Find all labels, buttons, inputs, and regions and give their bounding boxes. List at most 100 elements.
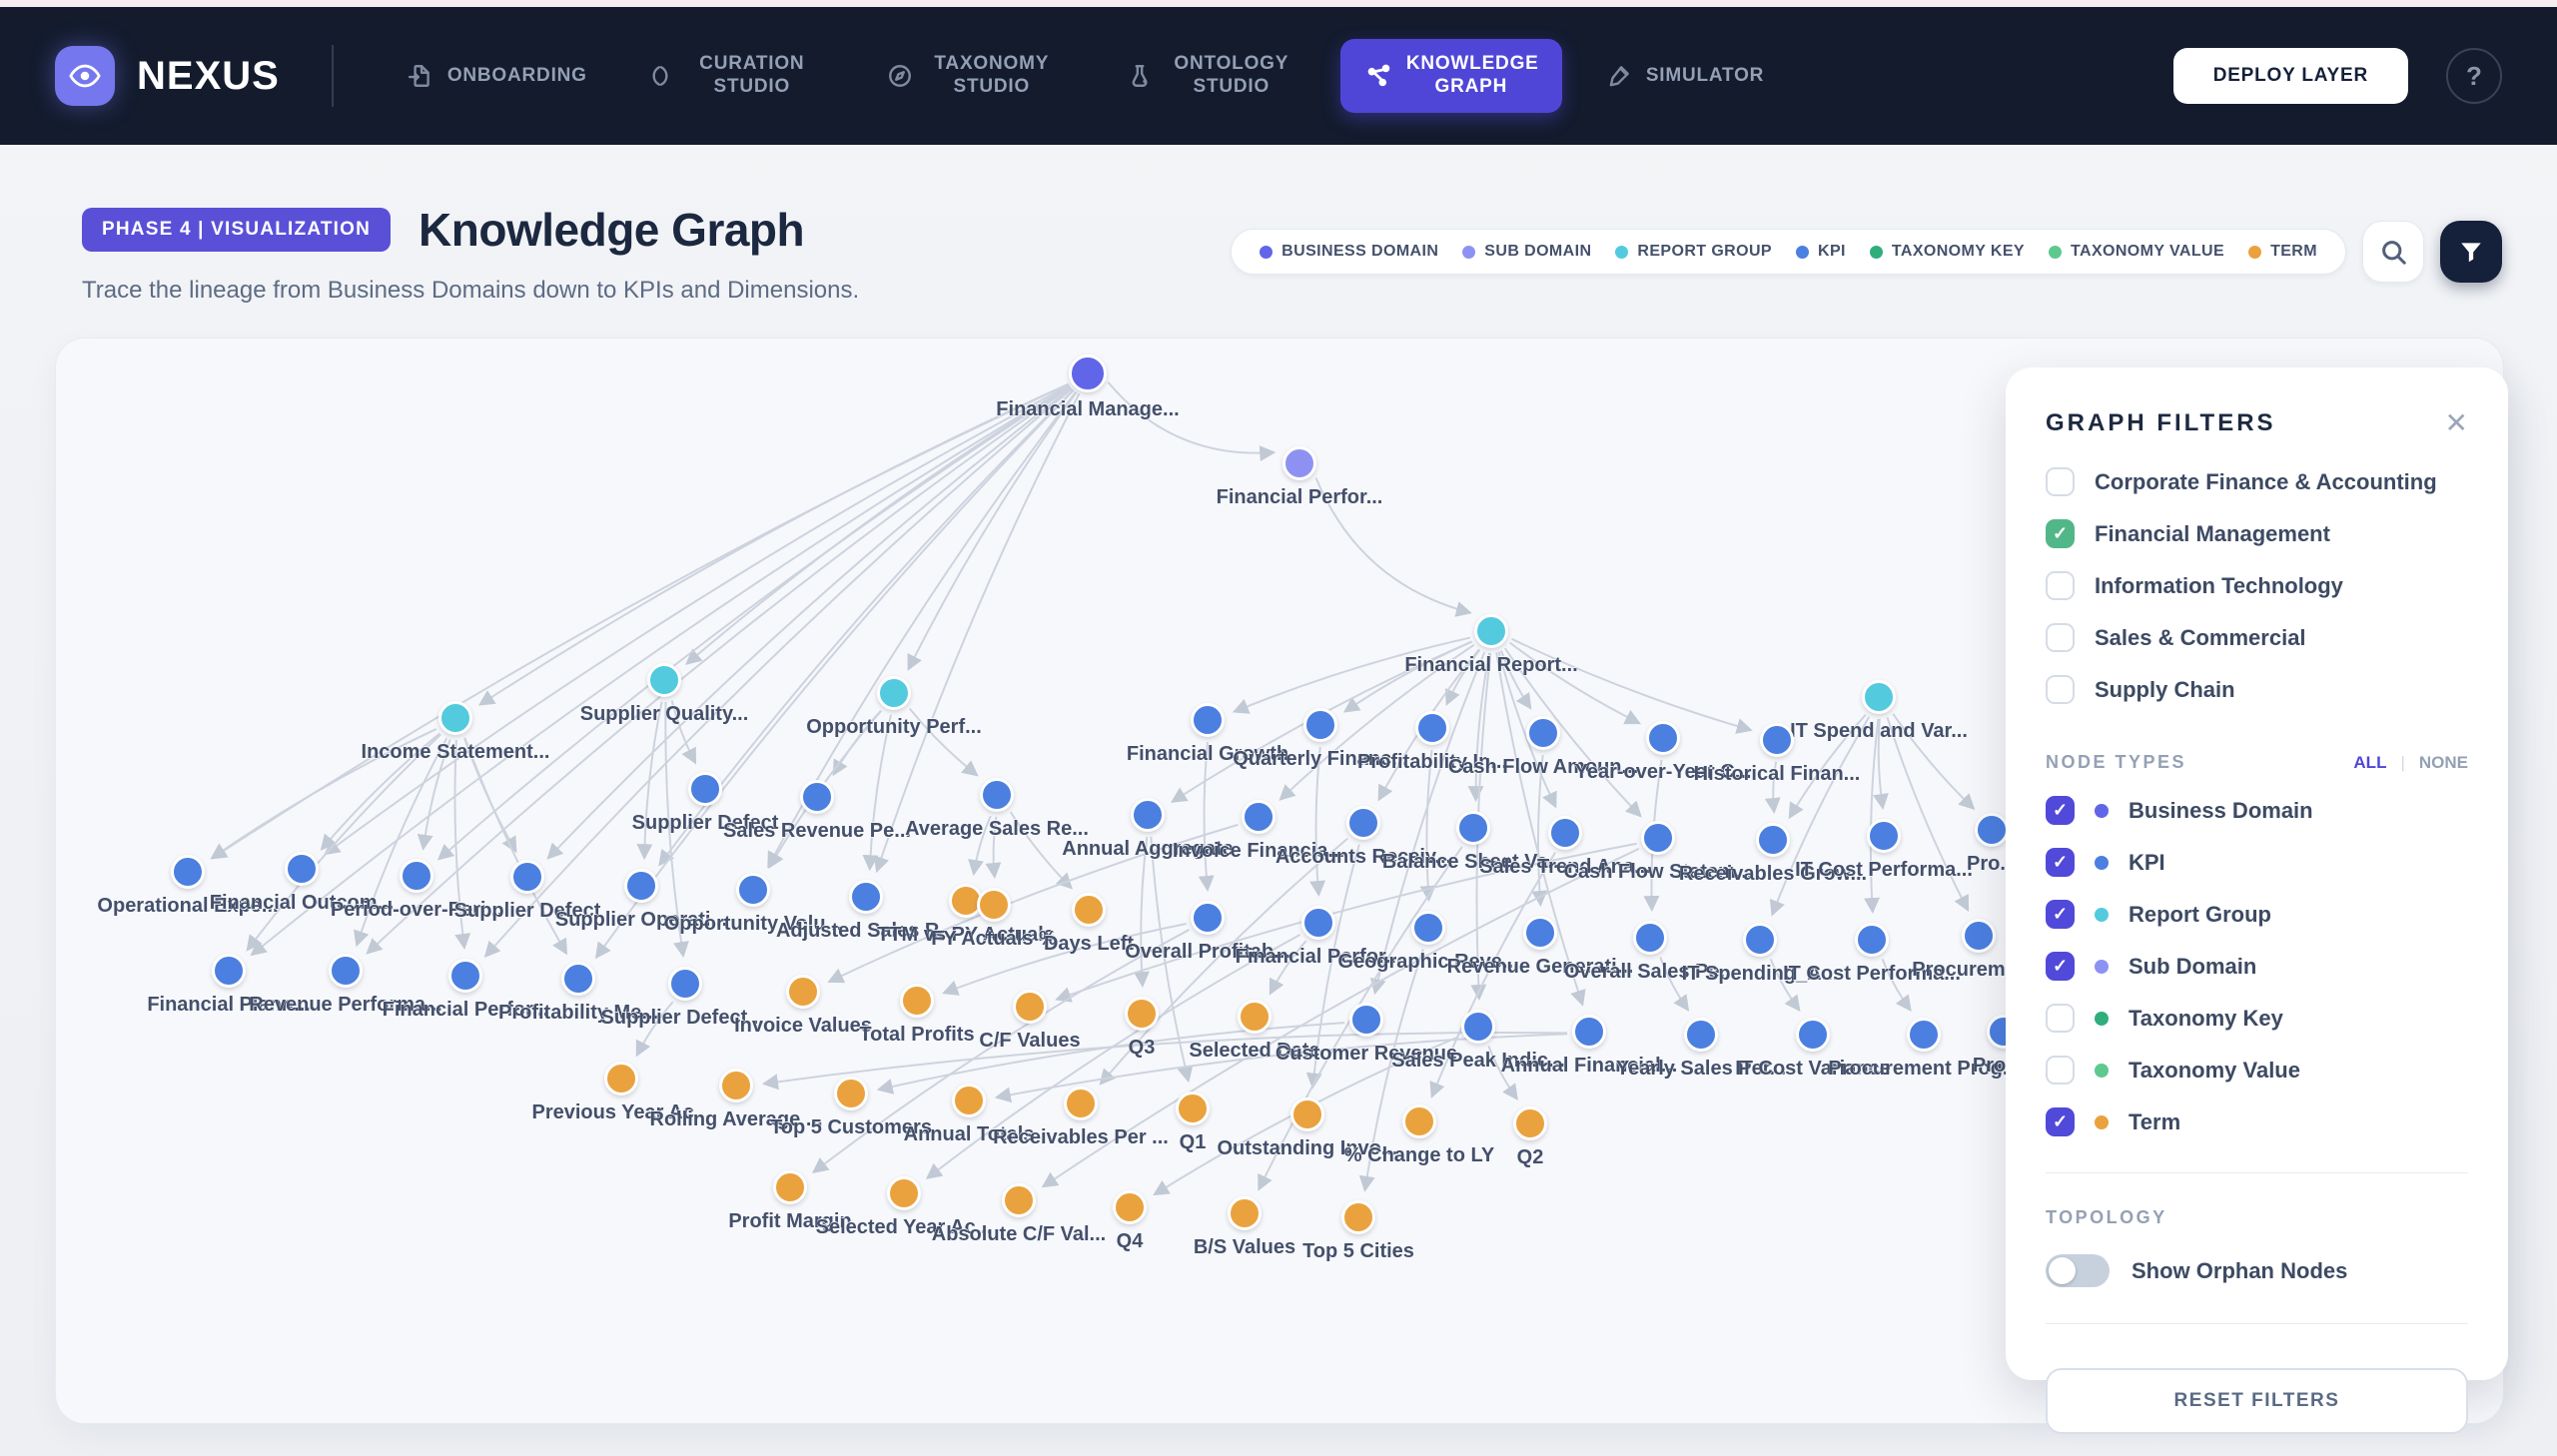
nav-item-knowledge-graph[interactable]: KNOWLEDGE GRAPH [1339,39,1562,113]
graph-node[interactable] [1646,721,1680,755]
graph-node[interactable] [849,880,883,914]
graph-node[interactable] [510,860,544,894]
help-button[interactable]: ? [2446,48,2502,104]
graph-node[interactable] [1125,997,1159,1031]
select-all-link[interactable]: ALL [2353,752,2387,772]
checkbox[interactable] [2046,675,2075,704]
graph-node[interactable] [1855,923,1889,957]
graph-node[interactable] [1526,716,1560,750]
reset-filters-button[interactable]: RESET FILTERS [2046,1368,2468,1434]
graph-node[interactable] [786,975,820,1009]
graph-node[interactable] [1862,680,1896,714]
node-type-filter-row[interactable]: Taxonomy Value [2046,1056,2468,1085]
search-button[interactable] [2362,221,2424,283]
graph-node[interactable] [329,954,363,988]
graph-node[interactable] [1456,811,1490,845]
checkbox[interactable] [2046,1056,2075,1085]
graph-node[interactable] [1513,1106,1547,1140]
graph-node[interactable] [1907,1018,1941,1052]
graph-node[interactable] [1346,806,1380,840]
close-icon[interactable]: ✕ [2444,407,2468,438]
nav-item-curation-studio[interactable]: CURATION STUDIO [621,39,843,113]
graph-node[interactable] [1415,711,1449,745]
graph-node[interactable] [1303,708,1337,742]
graph-node[interactable] [1282,446,1316,480]
checkbox[interactable]: ✓ [2046,900,2075,929]
graph-node[interactable] [900,984,934,1018]
graph-node[interactable] [1523,916,1557,950]
graph-node[interactable] [624,869,658,903]
nav-item-taxonomy-studio[interactable]: TAXONOMY STUDIO [861,39,1083,113]
graph-node[interactable] [1072,893,1106,927]
graph-node[interactable] [1069,355,1107,392]
checkbox[interactable]: ✓ [2046,796,2075,825]
graph-node[interactable] [1572,1015,1606,1049]
node-type-filter-row[interactable]: Taxonomy Key [2046,1004,2468,1033]
graph-node[interactable] [1760,723,1794,757]
graph-node[interactable] [1301,906,1335,940]
graph-node[interactable] [1975,813,2009,847]
graph-node[interactable] [1402,1104,1436,1138]
graph-node[interactable] [1341,1200,1375,1234]
graph-node[interactable] [1176,1092,1210,1125]
graph-node[interactable] [1131,798,1165,832]
graph-node[interactable] [1228,1196,1262,1230]
graph-node[interactable] [400,859,433,893]
graph-node[interactable] [800,780,834,814]
node-type-filter-row[interactable]: ✓ KPI [2046,848,2468,877]
graph-node[interactable] [1002,1183,1036,1217]
graph-node[interactable] [980,778,1014,812]
node-type-filter-row[interactable]: ✓ Report Group [2046,900,2468,929]
graph-node[interactable] [1962,919,1996,953]
graph-node[interactable] [1548,816,1582,850]
graph-node[interactable] [561,962,595,996]
domain-filter-row[interactable]: Information Technology [2046,571,2468,600]
domain-filter-row[interactable]: ✓ Financial Management [2046,519,2468,548]
graph-node[interactable] [1191,901,1225,935]
graph-node[interactable] [1013,990,1047,1024]
checkbox[interactable] [2046,467,2075,496]
node-type-filter-row[interactable]: ✓ Sub Domain [2046,952,2468,981]
filter-button[interactable] [2440,221,2502,283]
graph-node[interactable] [1461,1010,1495,1044]
nav-item-onboarding[interactable]: ONBOARDING [382,49,603,103]
checkbox[interactable]: ✓ [2046,1107,2075,1136]
domain-filter-row[interactable]: Corporate Finance & Accounting [2046,467,2468,496]
graph-node[interactable] [736,873,770,907]
graph-node[interactable] [1242,800,1276,834]
node-type-filter-row[interactable]: ✓ Term [2046,1107,2468,1136]
graph-node[interactable] [1474,614,1508,648]
graph-node[interactable] [1290,1097,1324,1131]
graph-node[interactable] [1191,703,1225,737]
graph-node[interactable] [834,1077,868,1110]
graph-node[interactable] [1867,819,1901,853]
graph-node[interactable] [1743,923,1777,957]
graph-node[interactable] [647,663,681,697]
checkbox[interactable] [2046,571,2075,600]
graph-node[interactable] [1756,823,1790,857]
graph-node[interactable] [285,852,319,886]
graph-node[interactable] [1633,921,1667,955]
graph-node[interactable] [887,1176,921,1210]
graph-node[interactable] [1641,821,1675,855]
nav-item-ontology-studio[interactable]: ONTOLOGY STUDIO [1101,39,1322,113]
domain-filter-row[interactable]: Sales & Commercial [2046,623,2468,652]
checkbox[interactable]: ✓ [2046,848,2075,877]
graph-node[interactable] [668,967,702,1001]
graph-node[interactable] [438,701,472,735]
graph-node[interactable] [1684,1018,1718,1052]
graph-node[interactable] [877,676,911,710]
graph-node[interactable] [1796,1018,1830,1052]
graph-node[interactable] [773,1170,807,1204]
checkbox[interactable] [2046,623,2075,652]
graph-node[interactable] [719,1069,753,1102]
graph-node[interactable] [688,772,722,806]
domain-filter-row[interactable]: Supply Chain [2046,675,2468,704]
nav-item-simulator[interactable]: SIMULATOR [1580,49,1790,103]
graph-node[interactable] [952,1084,986,1117]
graph-node[interactable] [448,959,482,993]
checkbox[interactable]: ✓ [2046,952,2075,981]
select-none-link[interactable]: NONE [2418,752,2468,772]
graph-node[interactable] [1064,1087,1098,1120]
checkbox[interactable] [2046,1004,2075,1033]
